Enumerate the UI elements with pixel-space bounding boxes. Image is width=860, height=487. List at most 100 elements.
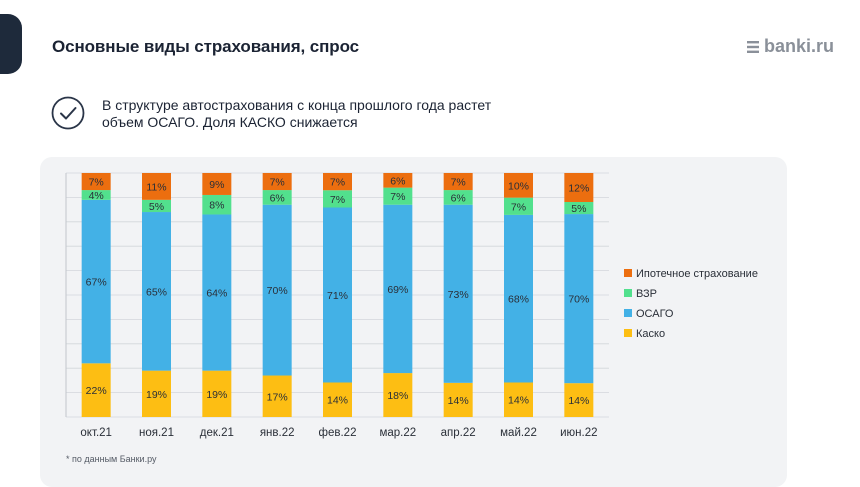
banki-logo-icon <box>746 40 759 53</box>
data-label: 70% <box>568 294 589 306</box>
data-label: 7% <box>390 191 405 203</box>
data-label: 18% <box>387 390 408 402</box>
x-tick-label: апр.22 <box>441 427 476 439</box>
legend-swatch <box>624 309 632 317</box>
note-line-1: В структуре автострахования с конца прош… <box>102 97 492 113</box>
bar-segment <box>443 190 473 205</box>
data-label: 7% <box>330 177 345 189</box>
check-circle-icon <box>51 96 85 130</box>
legend-label: ОСАГО <box>636 308 674 320</box>
legend-swatch <box>624 329 632 337</box>
bar-segment <box>202 173 232 195</box>
data-label: 73% <box>448 289 469 301</box>
data-label: 12% <box>568 182 589 194</box>
data-label: 7% <box>511 201 526 213</box>
bar-segment <box>202 194 232 215</box>
data-label: 70% <box>267 285 288 297</box>
bar-segment <box>383 204 413 374</box>
data-label: 14% <box>508 395 529 407</box>
data-label: 5% <box>149 201 164 213</box>
bar-segment <box>81 363 111 417</box>
bar-segment <box>142 370 171 417</box>
legend-label: Каско <box>636 328 665 340</box>
x-tick-label: мар.22 <box>379 427 416 439</box>
bar-segment <box>443 382 473 417</box>
bar-segment <box>262 173 292 191</box>
bar-segment <box>142 199 171 213</box>
data-label: 9% <box>209 179 224 191</box>
bar-segment <box>323 207 352 383</box>
bar-segment <box>323 190 352 208</box>
data-label: 6% <box>451 192 466 204</box>
data-label: 7% <box>89 177 104 189</box>
x-tick-label: окт.21 <box>80 427 112 439</box>
data-label: 7% <box>451 177 466 189</box>
x-tick-label: май.22 <box>500 427 537 439</box>
x-tick-label: фев.22 <box>319 427 357 439</box>
data-label: 68% <box>508 294 529 306</box>
bar-segment <box>443 204 473 383</box>
bar-segment <box>262 190 292 205</box>
data-label: 19% <box>146 389 167 401</box>
bar-segment <box>383 173 413 188</box>
stacked-bar-chart: 22%67%4%7%окт.2119%65%5%11%ноя.2119%64%8… <box>65 172 758 439</box>
x-tick-label: дек.21 <box>200 427 234 439</box>
note-line-2: объем ОСАГО. Доля КАСКО снижается <box>102 114 358 130</box>
bar-segment <box>564 383 594 417</box>
banki-logo: banki.ru <box>746 36 834 57</box>
bar-segment <box>262 375 292 417</box>
data-label: 71% <box>327 290 348 302</box>
legend-label: Ипотечное страхование <box>636 268 758 280</box>
bar-segment <box>504 173 533 198</box>
bar-segment <box>383 187 413 205</box>
x-tick-label: июн.22 <box>560 427 597 439</box>
chart-panel: 22% 67% 4% 7% окт.21 19% 65% 5% 11% ноя.21 19% 64% 8… <box>40 157 787 487</box>
data-label: 5% <box>571 203 586 215</box>
bar-segment <box>142 173 171 200</box>
bar-segment <box>443 173 473 191</box>
bar-segment <box>262 204 292 376</box>
data-label: 17% <box>267 391 288 403</box>
bar-segment <box>383 373 413 417</box>
data-label: 19% <box>206 389 227 401</box>
legend-label: ВЗР <box>636 288 657 300</box>
bar-segment <box>202 370 232 417</box>
legend-swatch <box>624 289 632 297</box>
x-tick-label: янв.22 <box>260 427 295 439</box>
data-label: 8% <box>209 200 224 212</box>
bar-segment <box>323 382 352 417</box>
data-label: 6% <box>270 192 285 204</box>
data-label: 69% <box>387 284 408 296</box>
bar-segment <box>564 201 594 215</box>
note-text: В структуре автострахования с конца прош… <box>102 97 491 131</box>
data-label: 14% <box>568 395 589 407</box>
data-label: 7% <box>270 177 285 189</box>
bar-segment <box>564 173 594 202</box>
data-label: 65% <box>146 286 167 298</box>
bar-segment <box>323 173 352 191</box>
data-label: 7% <box>330 194 345 206</box>
data-label: 11% <box>146 181 166 193</box>
bar-segment <box>564 214 594 384</box>
footnote: * по данным Банки.ру <box>66 454 157 464</box>
legend-swatch <box>624 269 632 277</box>
corner-tab <box>0 14 22 74</box>
bar-segment <box>202 214 232 371</box>
data-label: 22% <box>86 385 107 397</box>
bar-segment <box>504 214 533 383</box>
data-label: 10% <box>508 180 529 192</box>
data-label: 14% <box>448 395 469 407</box>
logo-text: banki.ru <box>763 36 834 56</box>
bar-segment <box>81 199 111 364</box>
bar-segment <box>504 197 533 215</box>
data-label: 6% <box>390 175 405 187</box>
bar-segment <box>142 212 171 371</box>
data-label: 4% <box>89 190 104 202</box>
bar-segment <box>81 173 111 191</box>
data-label: 64% <box>206 288 227 300</box>
x-tick-label: ноя.21 <box>139 427 174 439</box>
page-title: Основные виды страхования, спрос <box>52 37 360 56</box>
bar-segment <box>81 190 111 200</box>
data-label: 14% <box>327 395 348 407</box>
data-label: 67% <box>86 277 107 289</box>
